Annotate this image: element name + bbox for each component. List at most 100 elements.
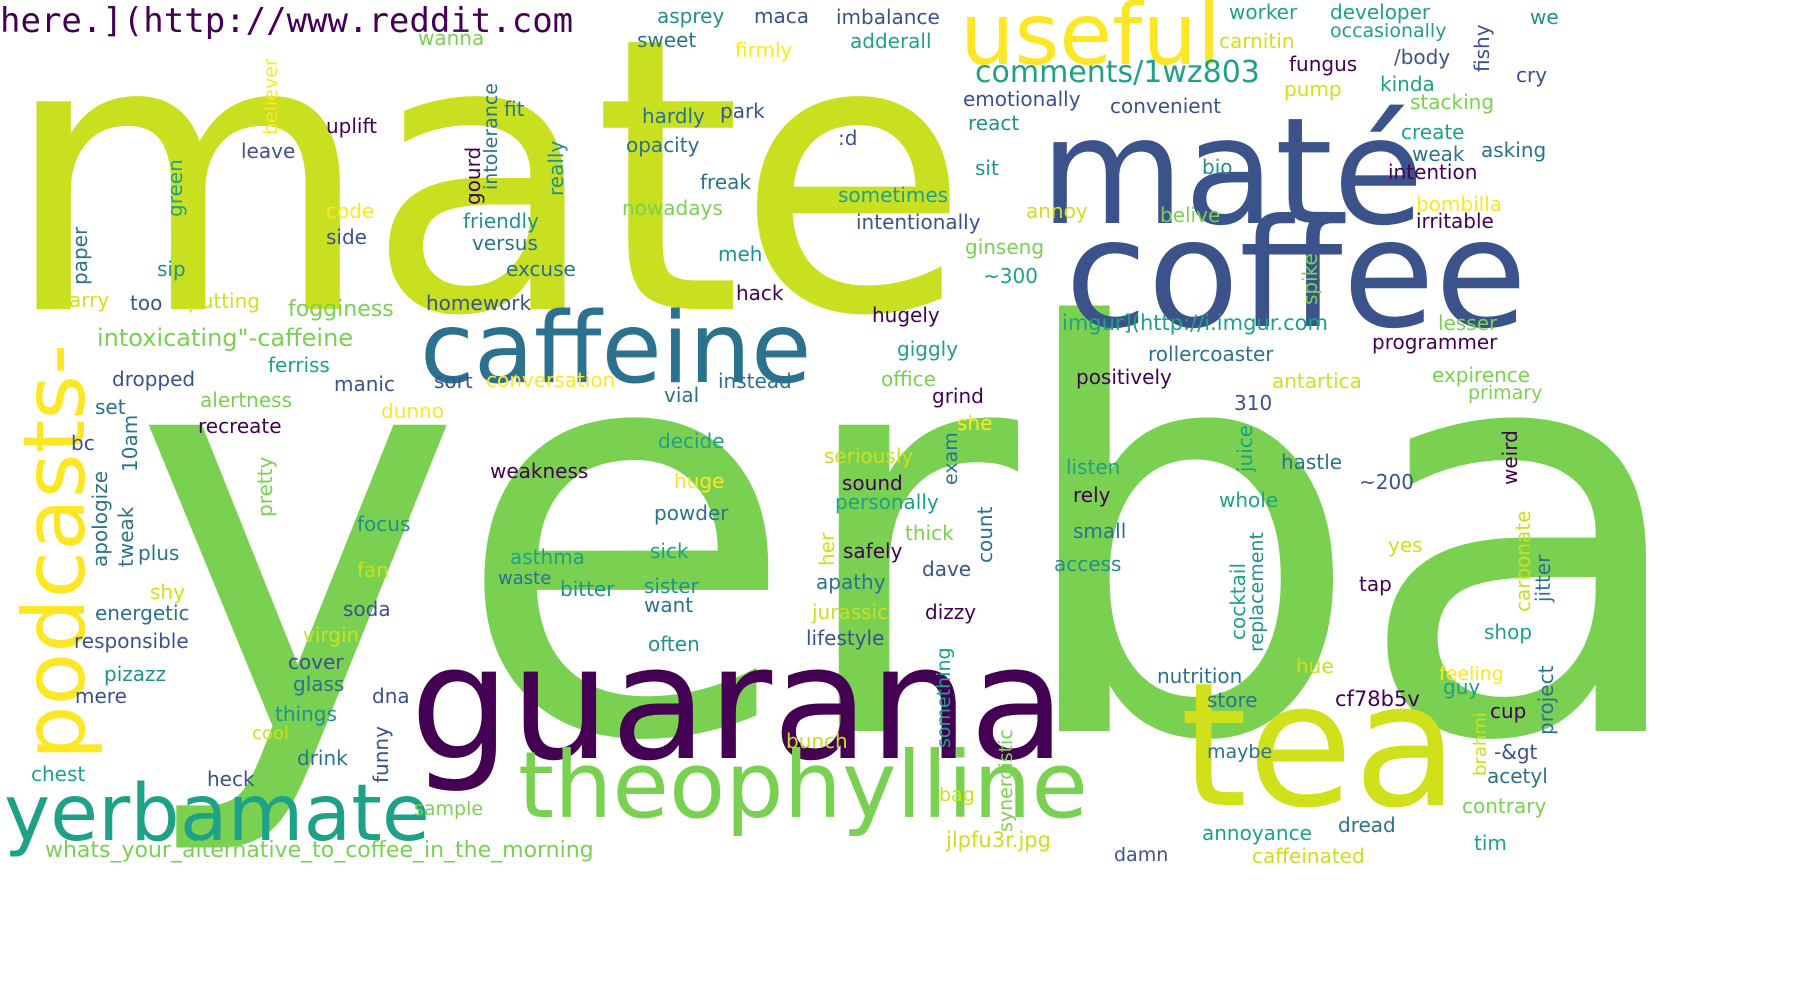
word-synergistic: synergistic (995, 729, 1017, 832)
word-sound: sound (842, 471, 903, 495)
word-something: something (933, 647, 955, 748)
word-feel: feel (405, 434, 429, 472)
word-d-smile: :d (838, 126, 858, 150)
word-comments: comments/1wz803 (975, 55, 1260, 90)
word-rollercoaster: rollercoaster (1148, 342, 1274, 366)
word-jurassic: jurassic (812, 600, 889, 624)
word-tea: tea (1180, 645, 1459, 846)
word-rely: rely (1073, 483, 1111, 507)
word-powder: powder (654, 501, 729, 525)
word-lesser: lesser (1438, 311, 1498, 335)
word-she: she (957, 411, 993, 435)
word-wanna: wanna (418, 26, 485, 50)
word-contrary: contrary (1462, 794, 1547, 818)
word-approx200: ~200 (1359, 470, 1414, 494)
word-gourd: gourd (461, 146, 485, 205)
word-react: react (968, 111, 1020, 135)
word-programmer: programmer (1372, 330, 1498, 354)
word-fungus: fungus (1289, 52, 1358, 76)
word-antartica: antartica (1272, 369, 1362, 393)
word-fan: fan (357, 558, 389, 582)
word-leave: leave (241, 139, 296, 163)
word-spike: spike (1298, 253, 1322, 305)
word-carnitin: carnitin (1219, 29, 1295, 53)
word-cover: cover (288, 650, 344, 674)
word-things: things (275, 702, 337, 726)
word-cocktail: cocktail (1226, 562, 1250, 640)
word-weakness: weakness (490, 459, 589, 483)
word-bitter: bitter (560, 577, 615, 601)
word-heck: heck (207, 767, 255, 791)
word-guy: guy (1443, 675, 1481, 699)
word-dizzy: dizzy (925, 600, 977, 624)
word-create: create (1401, 120, 1465, 144)
word-chest: chest (31, 762, 86, 786)
word-tweak: tweak (114, 506, 138, 567)
word-energetic: energetic (95, 601, 190, 625)
word-access: access (1054, 552, 1122, 576)
word-asthma: asthma (510, 545, 585, 569)
word-mere: mere (75, 684, 127, 708)
word-occasionally: occasionally (1330, 20, 1447, 42)
word-apathy: apathy (816, 570, 886, 594)
word-n310: 310 (1234, 391, 1273, 415)
word-coffee: coffee (1065, 188, 1528, 362)
word-hastle: hastle (1281, 450, 1343, 474)
word-maca: maca (754, 4, 809, 28)
word-often: often (648, 632, 700, 656)
word-vial: vial (664, 383, 700, 407)
word-whole: whole (1219, 488, 1279, 512)
word-theophylline: theophylline (518, 732, 1089, 839)
word-approx300: ~300 (983, 264, 1038, 288)
word-firmly: firmly (735, 38, 793, 62)
word-decide: decide (658, 429, 725, 453)
word-shy: shy (150, 580, 185, 604)
word-exam: exam (940, 432, 962, 485)
word-mate-accent: maté (1040, 86, 1424, 258)
word-apologize: apologize (88, 470, 112, 567)
word-giggly: giggly (897, 337, 959, 361)
word-shop: shop (1484, 620, 1533, 644)
word-excuse: excuse (506, 257, 576, 281)
word-meh: meh (718, 242, 763, 266)
word-responsible: responsible (74, 629, 189, 653)
word-carbonate: carbonate (1511, 510, 1535, 612)
word-nutrition: nutrition (1157, 664, 1243, 688)
word-cry: cry (1516, 63, 1548, 87)
word-freak: freak (700, 170, 751, 194)
word-worker: worker (1229, 0, 1298, 24)
word-her: her (815, 532, 839, 566)
word-nowadays: nowadays (622, 196, 723, 220)
word-feeling: feeling (1439, 663, 1504, 685)
word-waste: waste (498, 568, 552, 589)
word-sort: sort (434, 369, 473, 393)
word-ginseng: ginseng (965, 235, 1045, 259)
word-thick: thick (905, 521, 954, 545)
word-bio: bio (1202, 155, 1233, 179)
word-jlpfu: jlpfu3r.jpg (946, 828, 1051, 852)
word-expirence: expirence (1432, 363, 1531, 387)
word-mate: mate (2, 0, 970, 399)
word-annoyance: annoyance (1202, 821, 1312, 845)
word-weak: weak (1412, 142, 1465, 166)
word-annoy: annoy (1026, 199, 1088, 223)
word-pizazz: pizazz (104, 662, 167, 686)
word-friendly: friendly (463, 209, 539, 233)
word-convenient: convenient (1110, 94, 1222, 118)
word-small: small (1073, 519, 1127, 543)
word-drink: drink (297, 746, 348, 770)
word-personally: personally (835, 490, 939, 514)
word-ferriss: ferriss (268, 353, 330, 377)
word-sick: sick (650, 539, 689, 563)
word-asking: asking (1481, 138, 1547, 162)
word-we: we (1530, 5, 1559, 29)
word-developer: developer (1330, 0, 1431, 24)
word-putting: putting (188, 289, 260, 313)
word-gt: -&gt (1494, 740, 1538, 764)
word-side: side (326, 225, 367, 249)
word-grind: grind (932, 384, 984, 408)
word-sit: sit (975, 156, 999, 180)
word-sister: sister (644, 574, 699, 598)
word-code: code (326, 199, 375, 223)
word-belive: belive (1160, 203, 1221, 227)
